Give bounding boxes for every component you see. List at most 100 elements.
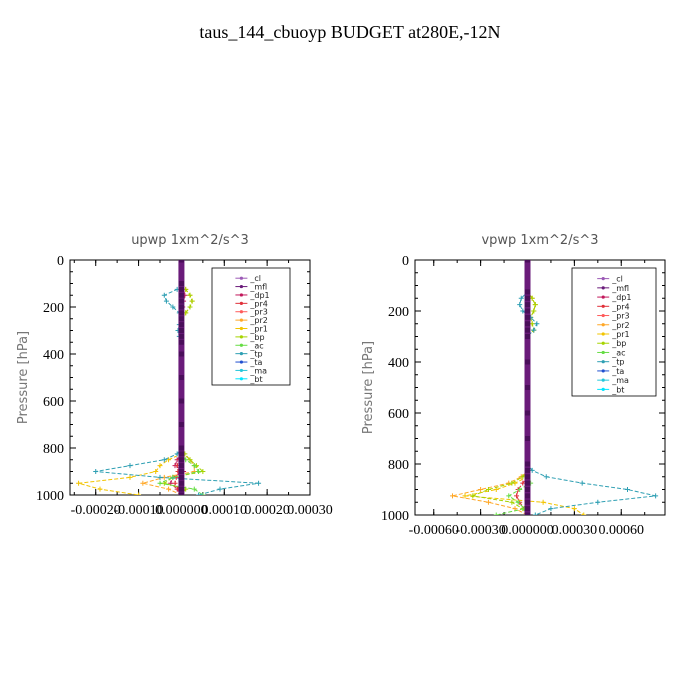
legend-marker [601, 323, 605, 327]
figure-title: taus_144_cbuoyp BUDGET at280E,-12N [199, 22, 501, 42]
legend-marker [601, 341, 605, 345]
legend-label: _bt [611, 385, 624, 394]
legend-label: _pr4 [249, 299, 267, 308]
series-group [76, 260, 262, 495]
legend-marker [601, 313, 605, 318]
series-group [450, 260, 659, 515]
legend-label: _pr1 [249, 325, 267, 334]
legend-marker [239, 326, 243, 331]
data-point [506, 493, 512, 499]
legend-marker [239, 284, 243, 289]
data-point [136, 492, 142, 495]
legend-marker [601, 277, 605, 281]
data-point [178, 310, 184, 316]
data-point [525, 474, 530, 480]
data-point [166, 457, 172, 463]
data-point [196, 469, 202, 474]
data-point [172, 480, 178, 486]
data-point [178, 457, 184, 463]
data-point [178, 480, 184, 486]
data-point [76, 480, 82, 486]
legend-marker [239, 276, 243, 280]
data-point [153, 469, 159, 474]
data-point [178, 292, 184, 298]
legend-marker [239, 310, 243, 314]
data-point [200, 469, 206, 474]
data-point [470, 493, 476, 499]
panel-2: vpwp 1xm^2/s^3 Pressure [hPa] 0 200 400 600 80… [361, 233, 666, 538]
data-point [217, 486, 223, 492]
data-point [178, 333, 184, 339]
data-point [478, 487, 484, 492]
data-point [187, 457, 193, 463]
y-tick-label: 1000 [36, 489, 64, 504]
legend-marker [239, 343, 243, 347]
data-point [534, 321, 540, 327]
data-point [595, 499, 601, 505]
x-tick-label: 0.00020 [244, 503, 290, 518]
data-point [514, 493, 520, 499]
data-point [520, 474, 526, 480]
legend-marker [601, 304, 605, 308]
data-point [653, 493, 659, 499]
data-point [525, 314, 530, 320]
data-point [97, 486, 103, 492]
y-tick-label: 200 [388, 305, 409, 320]
data-point [161, 457, 167, 463]
data-point [548, 506, 554, 512]
data-point [529, 295, 535, 301]
y-axis-label: Pressure [hPa] [361, 341, 376, 434]
legend-label: _dp1 [611, 293, 631, 302]
x-tick-label: -0.00060 [409, 523, 459, 538]
data-point [531, 308, 537, 314]
data-point [187, 304, 193, 310]
x-tick-label: 0.00030 [552, 523, 598, 538]
y-tick-label: 400 [43, 348, 64, 363]
legend: _cl_mfl_dp1_pr4_pr3_pr2_pr1_bp_ac_tp_ta_… [571, 267, 657, 397]
legend-box [571, 267, 657, 397]
data-point [485, 499, 491, 505]
legend-label: _ma [611, 376, 629, 385]
data-point [525, 512, 530, 515]
legend-marker [239, 301, 243, 305]
y-tick-label: 600 [43, 395, 64, 410]
legend-marker [239, 293, 243, 297]
x-tick-label: 0.00030 [287, 503, 333, 518]
legend-marker [601, 332, 605, 336]
data-point [525, 295, 530, 301]
y-tick-label: 800 [43, 442, 64, 457]
data-point [517, 487, 523, 492]
legend-marker [601, 360, 605, 364]
legend-label: _bp [249, 333, 264, 342]
y-tick-label: 0 [402, 254, 409, 269]
data-point [540, 499, 546, 505]
legend-label: _pr2 [249, 316, 267, 325]
y-tick-label: 800 [388, 458, 409, 473]
data-point [529, 467, 535, 473]
data-point [178, 339, 184, 345]
x-tick-label: 0.00010 [202, 503, 248, 518]
x-tick-label: 0.000000 [501, 523, 554, 538]
data-point [127, 463, 133, 469]
legend-marker [239, 335, 243, 339]
data-point [581, 512, 587, 515]
legend-marker [239, 368, 243, 373]
data-point [531, 327, 537, 333]
data-point [525, 289, 530, 295]
legend-marker [601, 369, 605, 373]
data-point [166, 486, 172, 492]
data-point [525, 327, 530, 333]
panel-title: upwp 1xm^2/s^3 [131, 233, 249, 248]
legend-label: _ta [611, 367, 624, 376]
legend-label: _bt [249, 375, 262, 384]
data-point [178, 286, 184, 292]
panel-title: vpwp 1xm^2/s^3 [481, 233, 598, 248]
legend-marker [601, 350, 605, 355]
x-tick-label: -0.00030 [456, 523, 506, 538]
data-point [520, 308, 526, 314]
data-point [525, 493, 530, 499]
data-point [178, 304, 184, 310]
data-point [178, 422, 184, 427]
data-point [196, 492, 202, 495]
y-tick-label: 600 [388, 407, 409, 422]
